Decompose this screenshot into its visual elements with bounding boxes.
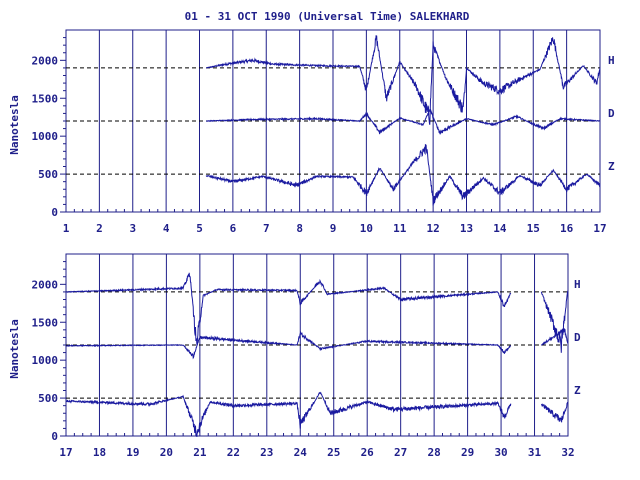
x-tick-label: 14	[493, 222, 507, 235]
x-tick-label: 31	[528, 446, 542, 459]
x-tick-label: 32	[561, 446, 574, 459]
x-tick-label: 21	[193, 446, 207, 459]
component-label-D: D	[574, 331, 581, 344]
component-label-Z: Z	[608, 160, 615, 173]
x-tick-label: 19	[126, 446, 139, 459]
x-tick-label: 27	[394, 446, 407, 459]
component-label-H: H	[574, 278, 581, 291]
x-tick-label: 2	[96, 222, 103, 235]
x-tick-label: 9	[330, 222, 337, 235]
x-tick-label: 12	[427, 222, 440, 235]
trace-H	[205, 35, 601, 125]
x-tick-label: 30	[494, 446, 507, 459]
y-tick-label: 2000	[32, 54, 59, 67]
trace-Z	[205, 143, 601, 206]
chart-panels: 1 2 3 4 5 6 7 8 9 10 11 12 13 14 15 16 17050010001500200…	[8, 29, 615, 459]
x-tick-label: 16	[560, 222, 574, 235]
x-tick-label: 10	[360, 222, 373, 235]
trace-D	[65, 328, 569, 360]
y-tick-label: 2000	[32, 278, 59, 291]
x-tick-label: 17	[59, 446, 72, 459]
x-tick-label: 18	[93, 446, 106, 459]
x-tick-label: 7	[263, 222, 270, 235]
trace-H	[65, 272, 569, 353]
y-tick-label: 0	[51, 430, 58, 443]
x-tick-label: 26	[361, 446, 375, 459]
component-label-Z: Z	[574, 384, 581, 397]
x-tick-label: 1	[63, 222, 70, 235]
x-tick-label: 4	[163, 222, 170, 235]
y-tick-label: 1000	[32, 130, 59, 143]
trace-D	[206, 108, 601, 136]
x-tick-label: 8	[296, 222, 303, 235]
x-tick-label: 23	[260, 446, 273, 459]
component-label-H: H	[608, 54, 615, 67]
x-tick-label: 17	[593, 222, 606, 235]
x-tick-label: 3	[129, 222, 136, 235]
x-tick-label: 15	[527, 222, 540, 235]
chart-title: 01 - 31 OCT 1990 (Universal Time) SALEKH…	[185, 10, 470, 23]
x-tick-label: 28	[428, 446, 441, 459]
x-tick-label: 20	[160, 446, 173, 459]
y-tick-label: 1000	[32, 354, 59, 367]
x-tick-label: 5	[196, 222, 203, 235]
trace-Z	[65, 391, 569, 437]
y-axis-label: Nanotesla	[8, 95, 21, 155]
y-tick-label: 500	[38, 392, 58, 405]
component-label-D: D	[608, 107, 615, 120]
panel-2: 17 18 19 20 21 22 23 24 25 26 27 28 29 30 31 32 0 500 1000…	[8, 253, 581, 459]
x-tick-label: 24	[294, 446, 308, 459]
x-tick-label: 22	[227, 446, 240, 459]
x-tick-label: 29	[461, 446, 474, 459]
x-tick-label: 6	[230, 222, 237, 235]
panel-1: 1 2 3 4 5 6 7 8 9 10 11 12 13 14 15 16 17050010001500200…	[8, 29, 615, 235]
x-tick-label: 11	[393, 222, 407, 235]
y-tick-label: 0	[51, 206, 58, 219]
y-tick-label: 1500	[32, 92, 59, 105]
x-tick-label: 25	[327, 446, 340, 459]
y-axis-label: Nanotesla	[8, 319, 21, 379]
x-tick-label: 13	[460, 222, 473, 235]
y-tick-label: 1500	[32, 316, 59, 329]
y-tick-label: 500	[38, 168, 58, 181]
